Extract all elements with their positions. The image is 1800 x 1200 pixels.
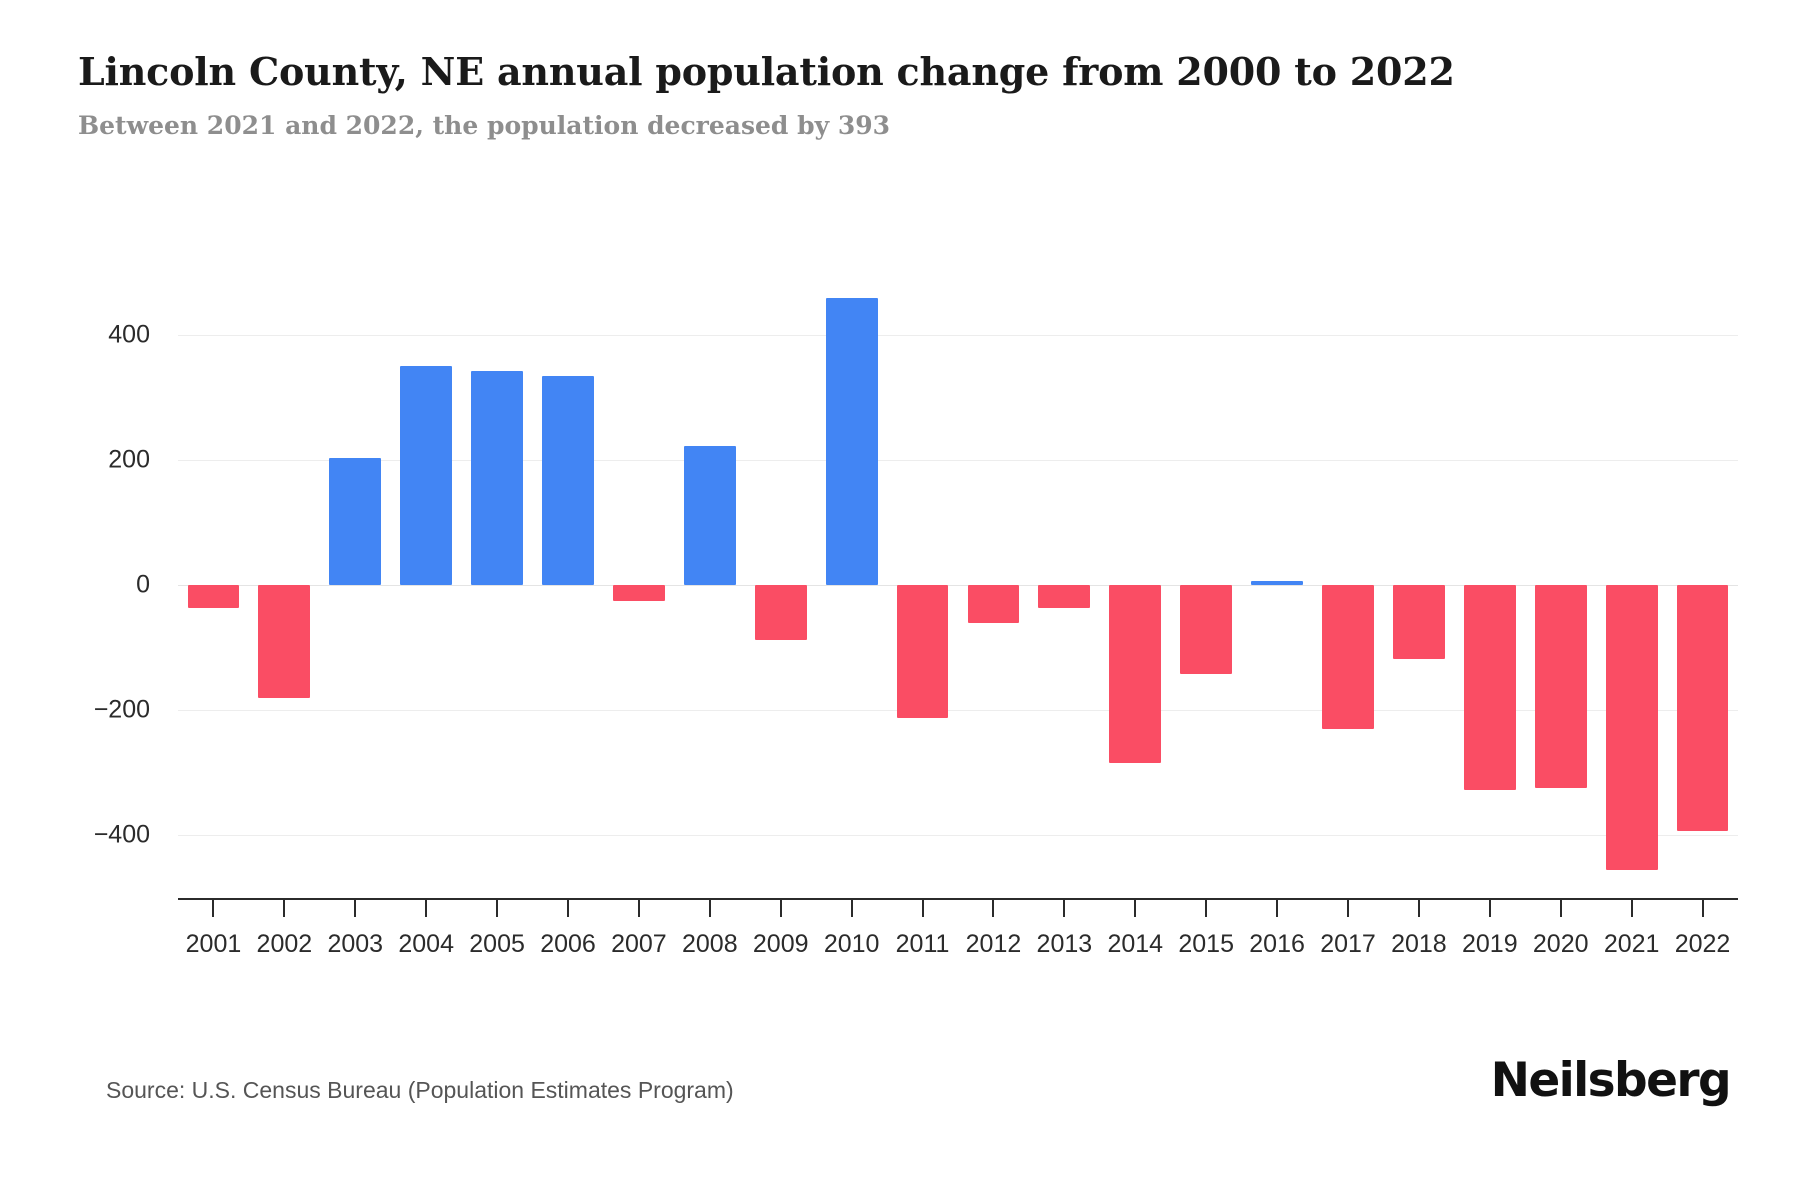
gridlines-group (178, 0, 1738, 1200)
bar-2003[interactable] (329, 458, 382, 585)
x-axis-label-2007: 2007 (611, 930, 667, 958)
x-axis-tick (425, 900, 428, 917)
gridline (178, 835, 1738, 836)
bar-2005[interactable] (471, 370, 523, 585)
source-note: Source: U.S. Census Bureau (Population E… (106, 1077, 734, 1103)
x-axis-label-2013: 2013 (1036, 930, 1093, 958)
x-axis-label-2021: 2021 (1603, 930, 1660, 958)
x-axis-label-2010: 2010 (823, 930, 880, 958)
x-axis-label-2006: 2006 (540, 930, 596, 958)
bar-2004[interactable] (400, 366, 453, 585)
y-axis-tick-label: −400 (93, 820, 150, 849)
x-axis-label-2022: 2022 (1674, 930, 1731, 958)
bar-2020[interactable] (1534, 585, 1587, 789)
x-axis-tick (1063, 900, 1066, 917)
x-axis-label-2005: 2005 (469, 930, 525, 958)
x-axis-label-2015: 2015 (1178, 930, 1234, 958)
x-axis-tick (1347, 900, 1349, 917)
bar-2016[interactable] (1251, 580, 1303, 585)
x-axis-line (178, 898, 1738, 900)
x-axis-label-2019: 2019 (1462, 930, 1518, 958)
chart-header: Lincoln County, NE annual population cha… (78, 48, 1718, 142)
x-axis-tick (1630, 900, 1633, 917)
x-axis-label-2008: 2008 (682, 930, 738, 958)
bar-2001[interactable] (187, 585, 240, 609)
bar-2014[interactable] (1109, 585, 1162, 764)
bars-group (178, 0, 1738, 1200)
x-axis-tick (567, 900, 569, 917)
x-axis-label-2018: 2018 (1391, 930, 1447, 958)
y-axis-tick-label: 400 (108, 320, 150, 349)
x-axis-tick (637, 900, 640, 917)
x-axis-tick (850, 900, 853, 917)
x-axis-label-2011: 2011 (895, 930, 950, 958)
y-axis-tick-label: 0 (136, 570, 150, 599)
gridline (178, 585, 1738, 586)
x-axis-tick (354, 900, 357, 917)
x-axis-tick (1417, 900, 1420, 917)
bar-2011[interactable] (896, 585, 949, 719)
bar-2019[interactable] (1463, 585, 1516, 790)
x-axis-tick (992, 900, 995, 917)
x-axis-tick (1559, 900, 1562, 917)
gridline (178, 335, 1738, 336)
chart-subtitle: Between 2021 and 2022, the population de… (78, 111, 891, 140)
x-axis-tick (1205, 900, 1208, 917)
x-axis-tick (708, 900, 711, 917)
x-axis-label-2012: 2012 (965, 930, 1022, 958)
x-axis-label-2020: 2020 (1532, 930, 1589, 958)
bar-2009[interactable] (754, 585, 807, 640)
x-axis-tick (212, 900, 215, 917)
bar-2021[interactable] (1605, 585, 1658, 870)
x-axis-label-2017: 2017 (1320, 930, 1376, 958)
x-axis-tick (283, 900, 286, 917)
x-axis-tick (921, 900, 924, 917)
x-axis-label-2004: 2004 (398, 930, 454, 958)
x-axis-label-2002: 2002 (256, 930, 313, 958)
bar-2017[interactable] (1322, 585, 1374, 729)
x-axis-tick (1276, 900, 1279, 917)
gridline (178, 710, 1738, 711)
x-axis-tick (1701, 900, 1704, 917)
y-axis-tick-label: 200 (108, 445, 150, 474)
bar-2015[interactable] (1180, 585, 1233, 674)
page-title: Lincoln County, NE annual population cha… (78, 49, 1455, 94)
x-axis-label-2001: 2001 (185, 930, 242, 958)
bar-2013[interactable] (1038, 585, 1091, 608)
x-axis-label-2009: 2009 (752, 930, 809, 958)
bar-2022[interactable] (1676, 585, 1729, 831)
bar-2006[interactable] (542, 375, 594, 585)
bar-2007[interactable] (613, 585, 665, 601)
bar-2010[interactable] (825, 298, 878, 585)
bar-2018[interactable] (1393, 585, 1445, 659)
x-axis-tick (779, 900, 782, 917)
x-axis-tick (496, 900, 499, 917)
bar-2008[interactable] (683, 446, 736, 585)
x-axis-tick (1134, 900, 1137, 917)
x-axis-label-2003: 2003 (327, 930, 384, 958)
x-axis-label-2014: 2014 (1107, 930, 1164, 958)
bar-2012[interactable] (967, 585, 1020, 623)
neilsberg-logo: Neilsberg (1490, 1053, 1732, 1108)
gridline (178, 460, 1738, 461)
x-axis-tick (1488, 900, 1491, 917)
x-axis-label-2016: 2016 (1249, 930, 1305, 958)
bar-2002[interactable] (258, 585, 311, 698)
y-axis-tick-label: −200 (93, 695, 150, 724)
